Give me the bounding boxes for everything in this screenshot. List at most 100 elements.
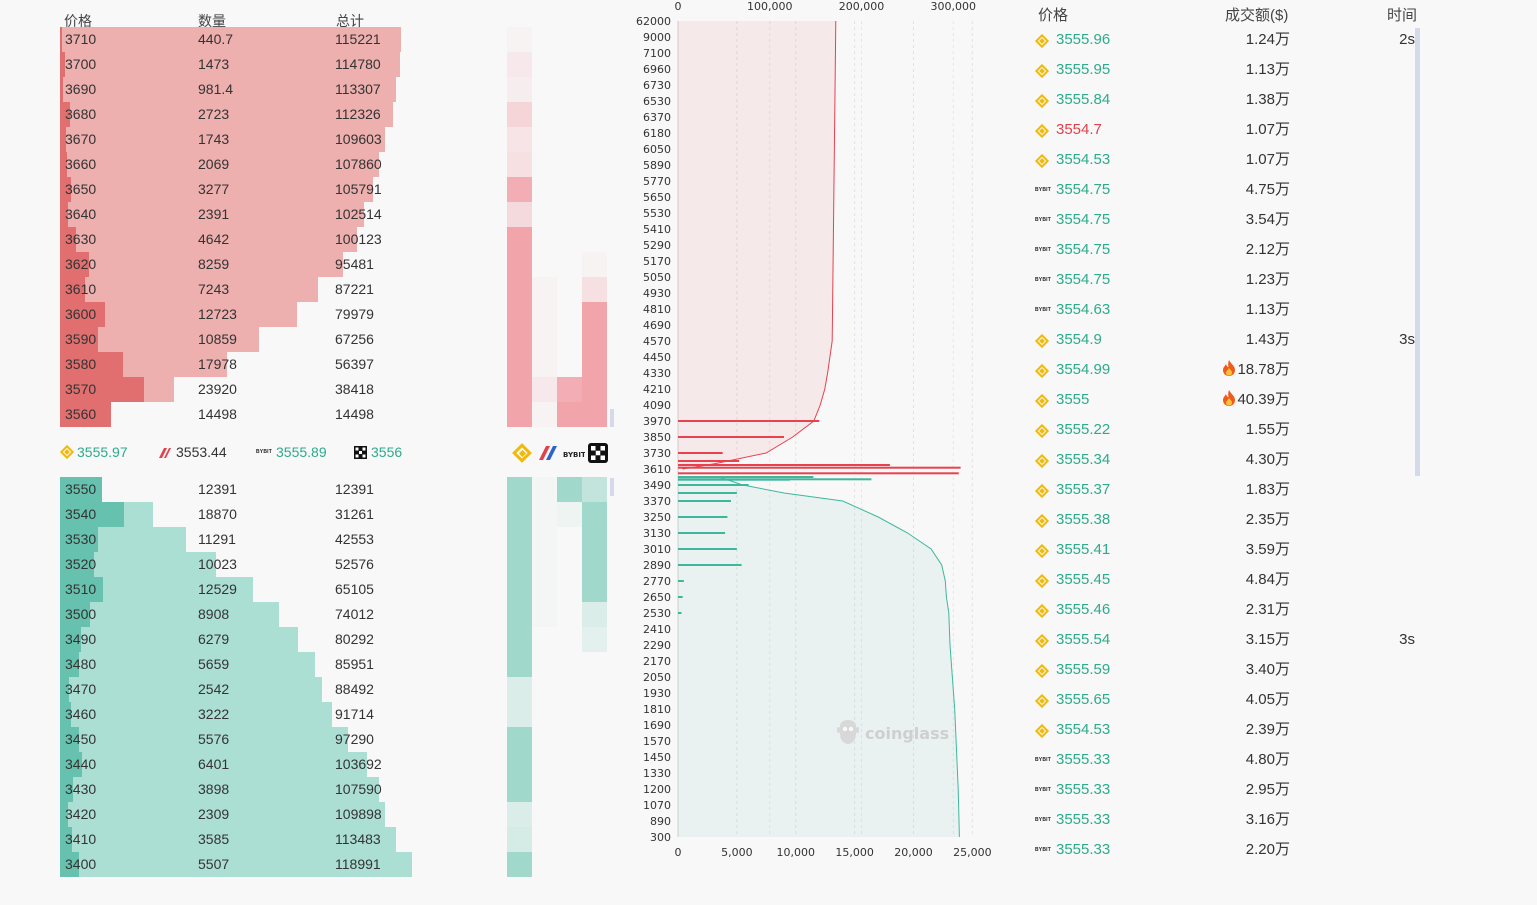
ask-row[interactable]: 3670 1743 109603 [60,127,460,152]
trade-row[interactable]: 3555.84 1.38万 [1030,85,1430,115]
ask-scroll-indicator[interactable] [610,409,614,427]
exchange-depth-cell [557,852,582,877]
ask-row[interactable]: 3650 3277 105791 [60,177,460,202]
trade-amount-value: 4.30万 [1245,451,1290,468]
trade-row[interactable]: 3555 40.39万 [1030,385,1430,415]
trade-row[interactable]: 3554.53 1.07万 [1030,145,1430,175]
ask-row[interactable]: 3620 8259 95481 [60,252,460,277]
bid-row[interactable]: 3460 3222 91714 [60,702,460,727]
okx-spot-price[interactable]: 3556 [354,443,402,461]
bid-row[interactable]: 3410 3585 113483 [60,827,460,852]
bid-row[interactable]: 3490 6279 80292 [60,627,460,652]
okx-icon[interactable] [588,443,608,466]
trade-row[interactable]: 3555.41 3.59万 [1030,535,1430,565]
trade-row[interactable]: 3555.59 3.40万 [1030,655,1430,685]
ask-total: 105791 [335,181,382,197]
trade-amount-value: 4.05万 [1245,691,1290,708]
ask-row[interactable]: 3690 981.4 113307 [60,77,460,102]
bid-volume-bar [678,484,749,486]
ask-price: 3650 [65,181,97,197]
trade-row[interactable]: 3554.75 2.12万 [1030,235,1430,265]
trade-row[interactable]: 3555.33 2.95万 [1030,775,1430,805]
ask-row[interactable]: 3570 23920 38418 [60,377,460,402]
ask-row[interactable]: 3640 2391 102514 [60,202,460,227]
total-column-header[interactable]: 总计 [336,13,364,29]
coinbase-spot-price[interactable]: 3553.44 [158,443,227,461]
bid-row[interactable]: 3500 8908 74012 [60,602,460,627]
trade-row[interactable]: 3555.34 4.30万 [1030,445,1430,475]
exchange-depth-cell [507,827,532,852]
trade-row[interactable]: 3555.65 4.05万 [1030,685,1430,715]
trade-row[interactable]: 3555.46 2.31万 [1030,595,1430,625]
quantity-column-header[interactable]: 数量 [198,13,226,29]
trade-row[interactable]: 3555.33 3.16万 [1030,805,1430,835]
price-column-header[interactable]: 价格 [64,13,92,29]
ask-row[interactable]: 3590 10859 67256 [60,327,460,352]
bid-row[interactable]: 3470 2542 88492 [60,677,460,702]
ask-row[interactable]: 3660 2069 107860 [60,152,460,177]
ask-volume-bar [678,464,890,466]
trade-row[interactable]: 3555.22 1.55万 [1030,415,1430,445]
bid-row[interactable]: 3520 10023 52576 [60,552,460,577]
ask-row[interactable]: 3580 17978 56397 [60,352,460,377]
trade-row[interactable]: 3554.63 1.13万 [1030,295,1430,325]
trade-amount: 1.38万 [1246,85,1290,115]
binance-icon [1035,724,1048,737]
coinbase-icon[interactable] [538,445,558,464]
bid-scroll-indicator[interactable] [610,478,614,496]
binance-icon[interactable] [512,443,532,463]
trade-row[interactable]: 3554.75 4.75万 [1030,175,1430,205]
trade-row[interactable]: 3554.53 2.39万 [1030,715,1430,745]
trades-scrollbar[interactable] [1415,28,1420,476]
bid-row[interactable]: 3510 12529 65105 [60,577,460,602]
bid-row[interactable]: 3420 2309 109898 [60,802,460,827]
trade-row[interactable]: 3554.99 18.78万 [1030,355,1430,385]
ask-row[interactable]: 3680 2723 112326 [60,102,460,127]
trade-amount-value: 2.31万 [1245,601,1290,618]
trade-row[interactable]: 3555.37 1.83万 [1030,475,1430,505]
trade-row[interactable]: 3554.9 1.43万 3s [1030,325,1430,355]
bid-row[interactable]: 3450 5576 97290 [60,727,460,752]
bid-row[interactable]: 3540 18870 31261 [60,502,460,527]
y-tick-label: 5650 [643,191,671,204]
bybit-spot-price[interactable]: 3555.89 [256,443,327,461]
trade-amount: 3.15万 [1246,625,1290,655]
bid-quantity: 18870 [198,506,237,522]
ask-row[interactable]: 3610 7243 87221 [60,277,460,302]
ask-row[interactable]: 3600 12723 79979 [60,302,460,327]
trade-price: 3554.75 [1056,271,1111,288]
exchange-depth-cell [557,302,582,327]
exchange-depth-cell [557,127,582,152]
trade-row[interactable]: 3555.96 1.24万 2s [1030,25,1430,55]
binance-spot-price[interactable]: 3555.97 [60,443,128,461]
trade-row[interactable]: 3555.33 2.20万 [1030,835,1430,865]
trade-row[interactable]: 3554.75 3.54万 [1030,205,1430,235]
trade-row[interactable]: 3555.33 4.80万 [1030,745,1430,775]
trade-price: 3555.33 [1056,781,1111,798]
ask-row[interactable]: 3630 4642 100123 [60,227,460,252]
bybit-icon[interactable]: BYBIT [563,447,586,463]
exchange-depth-cell [582,27,607,52]
exchange-depth-cell [507,777,532,802]
trade-amount-value: 3.54万 [1245,211,1290,228]
trade-amount: 2.20万 [1246,835,1290,865]
bid-row[interactable]: 3530 11291 42553 [60,527,460,552]
trade-row[interactable]: 3555.95 1.13万 [1030,55,1430,85]
bid-row[interactable]: 3480 5659 85951 [60,652,460,677]
bid-row[interactable]: 3550 12391 12391 [60,477,460,502]
exchange-depth-cell [582,577,607,602]
ask-row[interactable]: 3560 14498 14498 [60,402,460,427]
bid-row[interactable]: 3400 5507 118991 [60,852,460,877]
trade-row[interactable]: 3555.38 2.35万 [1030,505,1430,535]
bid-row[interactable]: 3440 6401 103692 [60,752,460,777]
trade-row[interactable]: 3554.7 1.07万 [1030,115,1430,145]
bid-total: 31261 [335,506,374,522]
trade-row[interactable]: 3555.45 4.84万 [1030,565,1430,595]
trade-price: 3554.75 [1056,181,1111,198]
bid-row[interactable]: 3430 3898 107590 [60,777,460,802]
trade-row[interactable]: 3554.75 1.23万 [1030,265,1430,295]
ask-price: 3660 [65,156,97,172]
ask-row[interactable]: 3700 1473 114780 [60,52,460,77]
ask-row[interactable]: 3710 440.7 115221 [60,27,460,52]
trade-row[interactable]: 3555.54 3.15万 3s [1030,625,1430,655]
